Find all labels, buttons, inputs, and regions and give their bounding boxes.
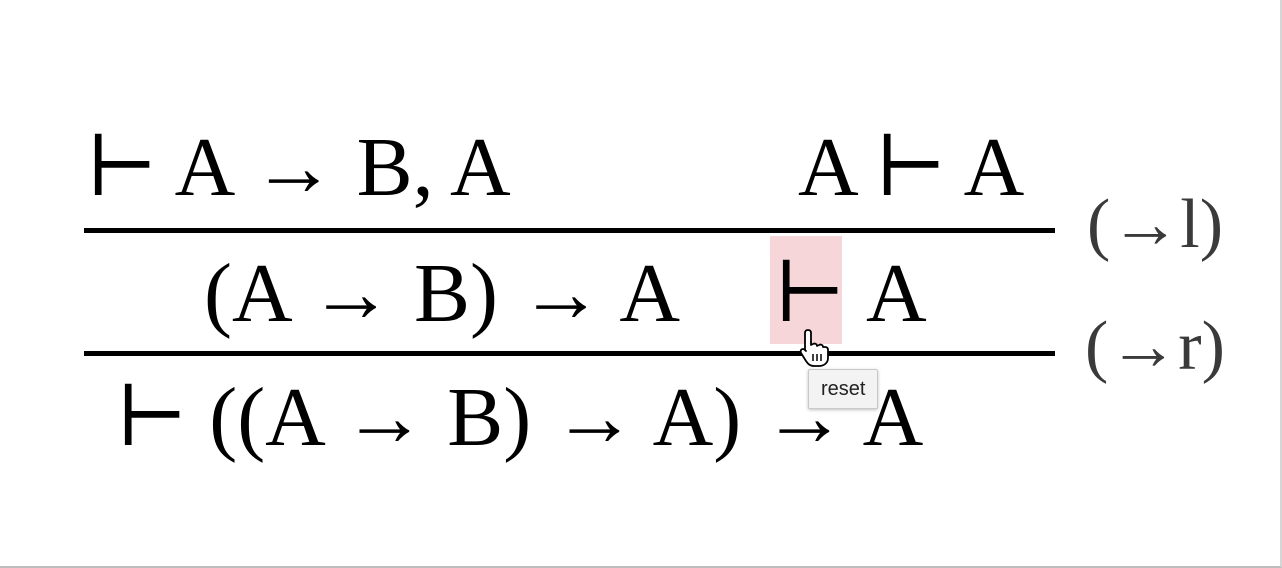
hand-pointer-icon <box>799 329 829 367</box>
rule-label-arrow-right: (→r) <box>1085 308 1225 385</box>
turnstile-highlight[interactable] <box>770 236 842 344</box>
conclusion-sequent[interactable]: ⊢ ((A → B) → A) → A <box>116 371 924 464</box>
middle-succedent[interactable]: A <box>866 247 927 340</box>
middle-turnstile[interactable]: ⊢ <box>774 247 847 340</box>
premise-right-sequent[interactable]: A ⊢ A <box>798 121 1025 214</box>
middle-antecedent[interactable]: (A → B) → A <box>204 247 681 340</box>
inference-line-bottom <box>84 351 1055 356</box>
premise-left-sequent[interactable]: ⊢ A → B, A <box>86 121 511 214</box>
reset-tooltip: reset <box>808 369 879 409</box>
inference-line-top <box>84 228 1055 233</box>
rule-label-arrow-left: (→l) <box>1087 186 1224 263</box>
